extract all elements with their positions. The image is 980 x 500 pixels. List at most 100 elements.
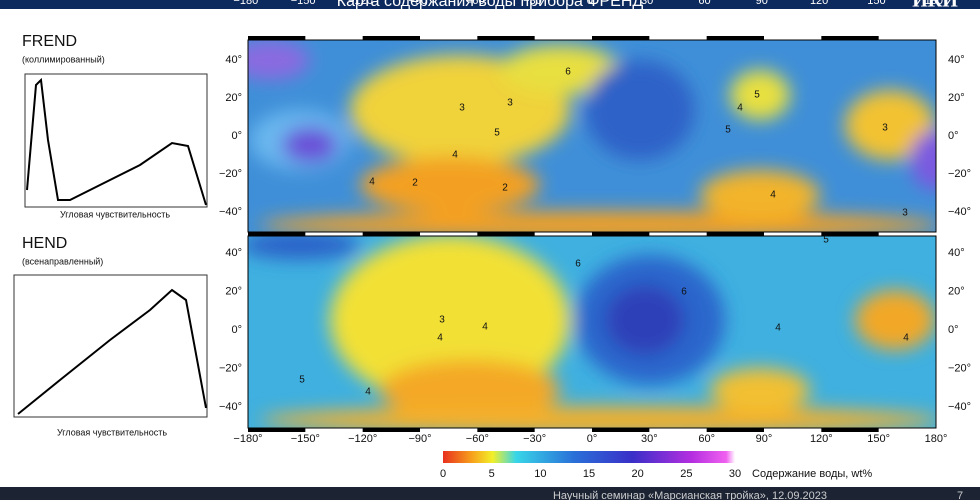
lon-band [362, 428, 420, 432]
lon-band [706, 36, 764, 40]
lat-label: 0° [231, 324, 242, 336]
contour-label: 4 [365, 387, 371, 398]
contour-label: 2 [412, 178, 418, 189]
footer-bar [0, 487, 980, 500]
lon-band [248, 232, 306, 236]
contour-label: 6 [575, 259, 581, 270]
lon-label: 180° [925, 0, 948, 7]
contour-label: 3 [439, 315, 445, 326]
lon-label: 150° [867, 0, 890, 7]
lon-band [248, 428, 306, 432]
lon-label: 0° [587, 0, 598, 7]
header-title: Карта содержания воды прибора ФРЕНД [337, 0, 644, 10]
contour-label: 4 [437, 333, 443, 344]
colorbar-label: 10 [534, 468, 546, 480]
colorbar [443, 451, 735, 463]
lon-band [706, 232, 764, 236]
panel-subtitle: (коллимированный) [22, 54, 105, 64]
contour-label: 4 [482, 322, 488, 333]
x-label: Угловая чувствительность [60, 209, 170, 219]
lat-label: −20° [948, 168, 971, 180]
lat-label: 20° [225, 92, 242, 104]
lon-band [477, 428, 535, 432]
contour-label: 5 [299, 375, 305, 386]
hend-panel: HEND (всенаправленный) Угловая чувствите… [13, 235, 208, 437]
lon-band [592, 428, 650, 432]
lon-label: −150° [291, 433, 320, 445]
contour-label: 3 [902, 208, 908, 219]
chart-frame [24, 73, 208, 208]
lon-band [477, 36, 535, 40]
lon-band [592, 36, 650, 40]
frend-map [248, 40, 936, 232]
hend-map [248, 236, 936, 428]
lat-label: 20° [948, 285, 965, 297]
lon-band [362, 232, 420, 236]
footer-text: Научный семинар «Марсианская тройка», 12… [553, 490, 827, 500]
lon-label: 0° [587, 433, 598, 445]
lat-label: 0° [948, 324, 959, 336]
lon-label: 30° [641, 0, 658, 7]
lon-band [248, 36, 306, 40]
lon-label: 180° [925, 433, 948, 445]
lat-label: 40° [948, 247, 965, 259]
contour-label: 5 [823, 235, 829, 246]
contour-label: 5 [725, 125, 731, 136]
contour-label: 3 [507, 98, 513, 109]
contour-label: 4 [770, 190, 776, 201]
lat-label: 40° [225, 54, 242, 66]
contour-label: 4 [369, 177, 375, 188]
contour-label: 6 [565, 67, 571, 78]
chart-frame [13, 274, 208, 418]
lon-band [477, 232, 535, 236]
lat-label: 20° [225, 285, 242, 297]
contour-label: 4 [452, 150, 458, 161]
lon-label: −60° [466, 0, 489, 7]
lon-label: −180° [233, 0, 262, 7]
contour-label: 6 [681, 287, 687, 298]
contour-label: 5 [494, 128, 500, 139]
frend-panel: FREND (коллимированный) Угловая чувствит… [22, 33, 208, 219]
contour-label: 3 [459, 103, 465, 114]
panel-title: FREND [22, 33, 77, 50]
colorbar-label: 5 [489, 468, 495, 480]
lat-label: −20° [219, 362, 242, 374]
lat-label: 40° [225, 247, 242, 259]
lon-band [592, 232, 650, 236]
lon-label: 90° [756, 0, 773, 7]
lon-label: −150° [291, 0, 320, 7]
contour-label: 4 [903, 333, 909, 344]
lat-label: 40° [948, 54, 965, 66]
contour-label: 4 [737, 103, 743, 114]
logo: ИКИ [912, 0, 958, 12]
colorbar-label: 15 [583, 468, 595, 480]
lon-band [706, 428, 764, 432]
lon-band [362, 36, 420, 40]
lat-label: −40° [948, 206, 971, 218]
colorbar-label: 0 [440, 468, 446, 480]
lat-label: 0° [948, 130, 959, 142]
lat-label: 20° [948, 92, 965, 104]
lon-band [821, 36, 879, 40]
sensitivity-curve [17, 288, 207, 415]
contour-label: 4 [775, 323, 781, 334]
lon-label: −120° [348, 433, 377, 445]
contour-label: 2 [502, 183, 508, 194]
lon-label: −180° [233, 433, 262, 445]
lat-label: −20° [948, 362, 971, 374]
sensitivity-curve [26, 77, 207, 206]
panel-title: HEND [22, 235, 67, 252]
lon-label: 90° [756, 433, 773, 445]
contour-label: 3 [882, 123, 888, 134]
lon-band [821, 232, 879, 236]
colorbar-label: 25 [680, 468, 692, 480]
lon-label: −90° [408, 0, 431, 7]
lon-band [821, 428, 879, 432]
lat-label: −40° [948, 401, 971, 413]
lon-label: 150° [867, 433, 890, 445]
lon-label: 60° [698, 0, 715, 7]
lon-label: 30° [641, 433, 658, 445]
colorbar-label: 20 [632, 468, 644, 480]
header-bar [0, 0, 980, 9]
